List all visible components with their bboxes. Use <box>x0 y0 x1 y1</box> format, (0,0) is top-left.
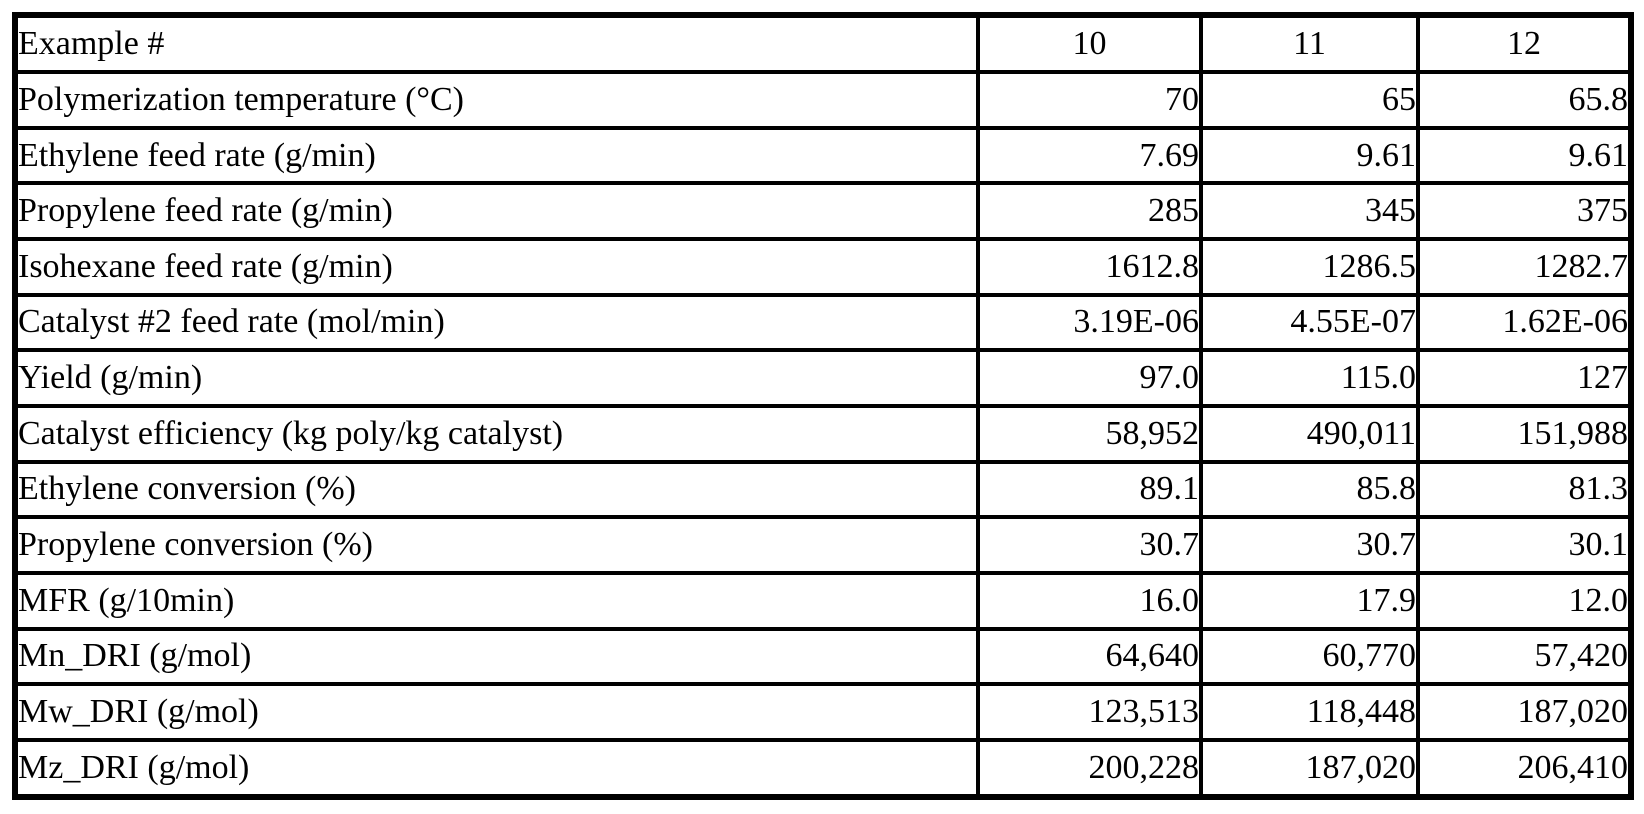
cell-value: 65.8 <box>1416 70 1633 130</box>
cell-value: 64,640 <box>976 626 1203 687</box>
cell-value: 81.3 <box>1416 459 1633 520</box>
cell-value: 89.1 <box>976 459 1203 520</box>
table-row: Ethylene conversion (%) 89.1 85.8 81.3 <box>13 459 1633 520</box>
cell-value: 30.1 <box>1416 515 1633 575</box>
table-row: Polymerization temperature (°C) 70 65 65… <box>13 70 1633 130</box>
row-label: Propylene conversion (%) <box>13 515 980 575</box>
cell-value: 375 <box>1416 181 1633 242</box>
cell-value: 30.7 <box>1199 515 1420 575</box>
cell-value: 85.8 <box>1199 459 1420 520</box>
cell-value: 345 <box>1199 181 1420 242</box>
table-row: Propylene conversion (%) 30.7 30.7 30.1 <box>13 515 1633 575</box>
cell-value: 57,420 <box>1416 626 1633 687</box>
row-label: Mw_DRI (g/mol) <box>13 682 980 742</box>
cell-value: 7.69 <box>976 125 1203 186</box>
cell-value: 200,228 <box>976 737 1203 800</box>
header-row: Example # 10 11 12 <box>13 12 1633 75</box>
row-label: Isohexane feed rate (g/min) <box>13 237 980 297</box>
row-label: Propylene feed rate (g/min) <box>13 181 980 242</box>
cell-value: 9.61 <box>1416 125 1633 186</box>
cell-value: 490,011 <box>1199 403 1420 464</box>
row-label: Mn_DRI (g/mol) <box>13 626 980 687</box>
cell-value: 151,988 <box>1416 403 1633 464</box>
row-label: Catalyst efficiency (kg poly/kg catalyst… <box>13 403 980 464</box>
cell-value: 187,020 <box>1416 682 1633 742</box>
cell-value: 60,770 <box>1199 626 1420 687</box>
table-row: Mz_DRI (g/mol) 200,228 187,020 206,410 <box>13 737 1633 800</box>
cell-value: 65 <box>1199 70 1420 130</box>
cell-value: 58,952 <box>976 403 1203 464</box>
cell-value: 285 <box>976 181 1203 242</box>
table-row: MFR (g/10min) 16.0 17.9 12.0 <box>13 570 1633 631</box>
table-row: Mw_DRI (g/mol) 123,513 118,448 187,020 <box>13 682 1633 742</box>
cell-value: 1.62E-06 <box>1416 292 1633 353</box>
row-label: Yield (g/min) <box>13 348 980 408</box>
cell-value: 17.9 <box>1199 570 1420 631</box>
table-row: Propylene feed rate (g/min) 285 345 375 <box>13 181 1633 242</box>
table-row: Yield (g/min) 97.0 115.0 127 <box>13 348 1633 408</box>
cell-value: 30.7 <box>976 515 1203 575</box>
cell-value: 115.0 <box>1199 348 1420 408</box>
header-label: Example # <box>13 12 980 75</box>
cell-value: 206,410 <box>1416 737 1633 800</box>
table-row: Mn_DRI (g/mol) 64,640 60,770 57,420 <box>13 626 1633 687</box>
column-header-example-10: 10 <box>976 12 1203 75</box>
cell-value: 9.61 <box>1199 125 1420 186</box>
row-label: Ethylene feed rate (g/min) <box>13 125 980 186</box>
row-label: Ethylene conversion (%) <box>13 459 980 520</box>
cell-value: 1286.5 <box>1199 237 1420 297</box>
cell-value: 16.0 <box>976 570 1203 631</box>
cell-value: 1282.7 <box>1416 237 1633 297</box>
row-label: Mz_DRI (g/mol) <box>13 737 980 800</box>
cell-value: 118,448 <box>1199 682 1420 742</box>
cell-value: 97.0 <box>976 348 1203 408</box>
row-label: MFR (g/10min) <box>13 570 980 631</box>
table-row: Catalyst #2 feed rate (mol/min) 3.19E-06… <box>13 292 1633 353</box>
cell-value: 70 <box>976 70 1203 130</box>
row-label: Polymerization temperature (°C) <box>13 70 980 130</box>
column-header-example-11: 11 <box>1199 12 1420 75</box>
row-label: Catalyst #2 feed rate (mol/min) <box>13 292 980 353</box>
cell-value: 187,020 <box>1199 737 1420 800</box>
cell-value: 12.0 <box>1416 570 1633 631</box>
cell-value: 3.19E-06 <box>976 292 1203 353</box>
column-header-example-12: 12 <box>1416 12 1633 75</box>
table-row: Isohexane feed rate (g/min) 1612.8 1286.… <box>13 237 1633 297</box>
table-row: Ethylene feed rate (g/min) 7.69 9.61 9.6… <box>13 125 1633 186</box>
cell-value: 127 <box>1416 348 1633 408</box>
cell-value: 1612.8 <box>976 237 1203 297</box>
table-row: Catalyst efficiency (kg poly/kg catalyst… <box>13 403 1633 464</box>
cell-value: 123,513 <box>976 682 1203 742</box>
cell-value: 4.55E-07 <box>1199 292 1420 353</box>
examples-data-table: Example # 10 11 12 Polymerization temper… <box>12 12 1634 800</box>
